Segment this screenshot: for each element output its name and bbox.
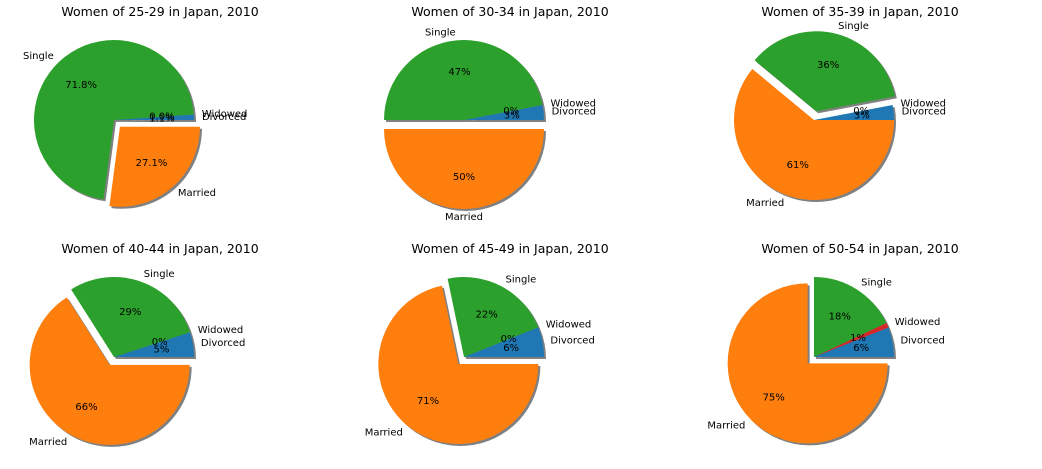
- slice-label-widowed: Widowed: [550, 99, 596, 110]
- slice-label-single: Single: [23, 51, 54, 62]
- pie-panel-40-44: Women of 40-44 in Japan, 2010 Divorced 5%…: [0, 237, 320, 469]
- pct-label-divorced: 6%: [503, 343, 519, 354]
- slice-label-married: Married: [178, 188, 216, 199]
- slice-label-single: Single: [861, 278, 892, 289]
- slice-label-married: Married: [707, 421, 745, 432]
- pie-wedges: [29, 277, 194, 445]
- slice-label-divorced: Divorced: [202, 112, 246, 123]
- slice-label-widowed: Widowed: [546, 319, 592, 330]
- pie-wedges: [384, 39, 544, 209]
- wedge-divorced: [114, 332, 194, 357]
- slice-label-single: Single: [144, 269, 175, 280]
- pie-panel-45-49: Women of 45-49 in Japan, 2010 Divorced 6%…: [350, 237, 670, 469]
- slice-label-single: Single: [425, 27, 456, 38]
- pie-chart: Divorced 1.1% Widowed 0.0% Single 71.8% Marrie…: [23, 40, 247, 209]
- pie-labels: Divorced 3% Widowed 0% Single 47% Married 50%: [425, 27, 596, 223]
- wedge-single: [814, 277, 887, 357]
- slice-label-single: Single: [506, 274, 537, 285]
- pct-label-married: 66%: [75, 402, 97, 413]
- pie-wedges: [34, 40, 200, 207]
- wedge-divorced: [814, 327, 894, 357]
- slice-label-divorced: Divorced: [552, 107, 596, 118]
- pie-chart: Divorced 3% Widowed 0% Single 36% Married 61%: [734, 21, 946, 209]
- chart-title: Women of 40-44 in Japan, 2010: [61, 241, 259, 256]
- pct-label-widowed: 0%: [503, 106, 519, 117]
- pie-wedges: [378, 277, 544, 444]
- pct-label-divorced: 1.1%: [149, 113, 174, 124]
- slice-label-single: Single: [838, 21, 869, 32]
- chart-title: Women of 35-39 in Japan, 2010: [761, 4, 959, 19]
- pct-label-single: 71.8%: [65, 80, 97, 91]
- wedge-married: [378, 285, 539, 444]
- pct-label-divorced: 6%: [853, 343, 869, 354]
- pct-label-widowed: 1%: [850, 333, 866, 344]
- wedge-widowed: [814, 322, 889, 357]
- pie-panel-50-54: Women of 50-54 in Japan, 2010 Divorced 6%…: [700, 237, 1020, 469]
- pct-label-divorced: 5%: [153, 344, 169, 355]
- pct-label-divorced: 3%: [854, 110, 870, 121]
- pct-label-divorced: 3%: [504, 110, 520, 121]
- chart-title: Women of 25-29 in Japan, 2010: [61, 4, 259, 19]
- slice-label-married: Married: [445, 212, 483, 223]
- wedge-single: [384, 39, 543, 120]
- pct-label-married: 61%: [787, 160, 809, 171]
- slice-label-widowed: Widowed: [900, 99, 946, 110]
- pie-wedges: [734, 31, 895, 201]
- slice-label-married: Married: [746, 198, 784, 209]
- slice-label-widowed: Widowed: [202, 109, 248, 120]
- pct-label-single: 22%: [476, 310, 498, 321]
- pie-labels: Divorced 6% Widowed 0% Single 22% Married 71%: [365, 274, 595, 438]
- pie-chart: Divorced 6% Widowed 1% Single 18% Married 75%: [707, 277, 945, 446]
- pct-label-widowed: 0%: [152, 337, 168, 348]
- wedge-divorced: [464, 327, 544, 357]
- wedge-single: [754, 31, 895, 112]
- pie-chart: Divorced 3% Widowed 0% Single 47% Married 50%: [384, 27, 596, 223]
- slice-label-widowed: Widowed: [895, 317, 941, 328]
- pie-panel-35-39: Women of 35-39 in Japan, 2010 Divorced 3%…: [700, 0, 1020, 232]
- pct-label-widowed: 0%: [501, 334, 517, 345]
- pct-label-married: 27.1%: [136, 158, 168, 169]
- pct-label-widowed: 0%: [853, 106, 869, 117]
- wedge-single: [34, 40, 194, 200]
- pie-panel-30-34: Women of 30-34 in Japan, 2010 Divorced 3%…: [350, 0, 670, 232]
- chart-title: Women of 45-49 in Japan, 2010: [411, 241, 609, 256]
- pct-label-single: 47%: [448, 67, 470, 78]
- slice-label-divorced: Divorced: [550, 335, 594, 346]
- pie-chart: Divorced 6% Widowed 0% Single 22% Married 71%: [365, 274, 595, 446]
- pct-label-married: 75%: [763, 392, 785, 403]
- pie-labels: Divorced 1.1% Widowed 0.0% Single 71.8% Marrie…: [23, 51, 247, 199]
- chart-title: Women of 30-34 in Japan, 2010: [411, 4, 609, 19]
- wedge-single: [71, 277, 191, 357]
- wedge-divorced: [114, 114, 194, 120]
- pct-label-married: 50%: [453, 172, 475, 183]
- pie-labels: Divorced 5% Widowed 0% Single 29% Married 66%: [29, 269, 245, 448]
- pct-label-widowed: 0.0%: [149, 112, 174, 123]
- pie-labels: Divorced 3% Widowed 0% Single 36% Married 61%: [746, 21, 946, 209]
- pie-labels: Divorced 6% Widowed 1% Single 18% Married 75%: [707, 278, 945, 432]
- slice-label-married: Married: [29, 437, 67, 448]
- pct-label-single: 18%: [829, 311, 851, 322]
- pct-label-married: 71%: [417, 396, 439, 407]
- wedge-married: [29, 297, 190, 445]
- chart-title: Women of 50-54 in Japan, 2010: [761, 241, 959, 256]
- slice-label-divorced: Divorced: [900, 336, 944, 347]
- wedge-married: [109, 126, 200, 207]
- slice-label-married: Married: [365, 427, 403, 438]
- wedge-divorced: [814, 105, 894, 120]
- pie-chart: Divorced 5% Widowed 0% Single 29% Married 66%: [29, 269, 245, 448]
- slice-label-divorced: Divorced: [902, 107, 946, 118]
- wedge-divorced: [464, 105, 544, 120]
- wedge-married: [734, 69, 894, 201]
- slice-label-divorced: Divorced: [201, 338, 245, 349]
- wedge-married: [384, 129, 544, 209]
- pct-label-single: 36%: [817, 60, 839, 71]
- pct-label-single: 29%: [119, 307, 141, 318]
- wedge-single: [447, 277, 539, 357]
- slice-label-widowed: Widowed: [198, 325, 244, 336]
- pie-panel-25-29: Women of 25-29 in Japan, 2010 Divorced 1.…: [0, 0, 320, 232]
